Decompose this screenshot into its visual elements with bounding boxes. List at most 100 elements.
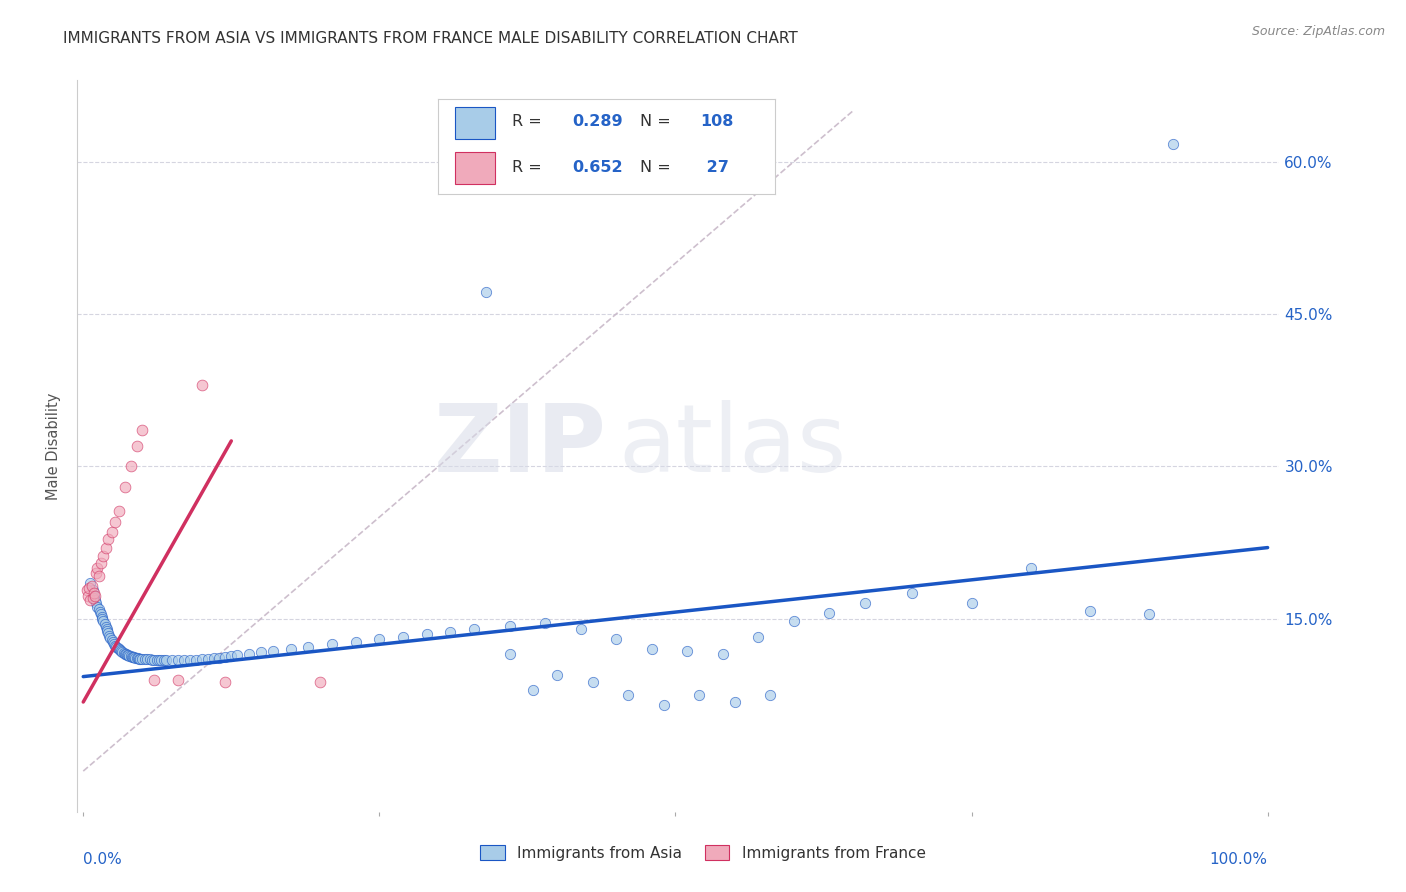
- Point: [97, 533, 120, 547]
- Point: [97, 626, 120, 640]
- Point: [202, 651, 225, 665]
- Point: [96, 622, 118, 636]
- Point: [127, 651, 149, 665]
- Point: [167, 653, 190, 667]
- Y-axis label: Male Disability: Male Disability: [46, 392, 62, 500]
- Point: [94, 541, 117, 555]
- Point: [125, 651, 148, 665]
- Point: [250, 645, 273, 659]
- Point: [160, 653, 183, 667]
- Point: [221, 649, 243, 664]
- Point: [90, 607, 112, 621]
- Point: [84, 593, 107, 607]
- Point: [475, 285, 498, 299]
- Point: [107, 642, 129, 657]
- Point: [122, 650, 145, 665]
- Point: [125, 439, 148, 453]
- Point: [115, 648, 138, 663]
- Point: [262, 644, 284, 658]
- Point: [90, 556, 112, 570]
- Point: [84, 597, 107, 611]
- Point: [100, 525, 122, 540]
- Point: [108, 643, 131, 657]
- Point: [104, 515, 127, 529]
- Point: [214, 650, 236, 665]
- Point: [711, 647, 734, 661]
- Point: [569, 622, 592, 636]
- Point: [197, 652, 219, 666]
- Point: [80, 579, 103, 593]
- Point: [120, 459, 142, 474]
- Point: [368, 632, 391, 646]
- Point: [226, 648, 249, 663]
- Point: [605, 632, 627, 646]
- Point: [309, 674, 332, 689]
- Point: [118, 649, 141, 664]
- Point: [1161, 137, 1184, 152]
- Point: [214, 674, 236, 689]
- Text: atlas: atlas: [619, 400, 846, 492]
- Text: ZIP: ZIP: [433, 400, 606, 492]
- Point: [141, 653, 163, 667]
- Point: [98, 629, 121, 643]
- Point: [321, 637, 343, 651]
- Point: [150, 653, 173, 667]
- Point: [86, 561, 108, 575]
- Point: [76, 583, 98, 598]
- Point: [238, 647, 260, 661]
- Point: [581, 674, 603, 689]
- Point: [1137, 607, 1160, 621]
- Point: [901, 586, 924, 600]
- Point: [104, 639, 127, 653]
- Point: [83, 586, 105, 600]
- Text: 100.0%: 100.0%: [1209, 852, 1268, 867]
- Point: [522, 682, 544, 697]
- Point: [960, 597, 983, 611]
- Point: [128, 652, 150, 666]
- Point: [152, 653, 174, 667]
- Point: [103, 637, 125, 651]
- Point: [111, 645, 134, 659]
- Text: Source: ZipAtlas.com: Source: ZipAtlas.com: [1251, 25, 1385, 38]
- Point: [534, 615, 557, 630]
- Point: [100, 631, 122, 645]
- Point: [112, 646, 135, 660]
- Point: [208, 651, 231, 665]
- Point: [184, 653, 207, 667]
- Point: [415, 627, 437, 641]
- Point: [136, 652, 159, 666]
- Point: [148, 653, 170, 667]
- Point: [96, 624, 118, 638]
- Point: [94, 620, 117, 634]
- Point: [297, 640, 319, 655]
- Point: [86, 599, 108, 614]
- Point: [439, 624, 461, 639]
- Point: [131, 652, 153, 666]
- Point: [91, 609, 114, 624]
- Point: [124, 651, 146, 665]
- Point: [107, 504, 129, 518]
- Point: [853, 597, 876, 611]
- Point: [392, 630, 415, 644]
- Point: [818, 606, 841, 620]
- Point: [190, 652, 212, 666]
- Point: [121, 650, 143, 665]
- Point: [143, 673, 166, 687]
- Point: [100, 633, 122, 648]
- Point: [759, 688, 782, 702]
- Point: [344, 635, 367, 649]
- Text: 0.0%: 0.0%: [83, 852, 122, 867]
- Point: [498, 619, 520, 633]
- Point: [129, 652, 152, 666]
- Point: [110, 644, 132, 658]
- Point: [93, 614, 115, 628]
- Point: [84, 590, 107, 604]
- Point: [117, 648, 139, 663]
- Point: [1019, 561, 1042, 575]
- Point: [114, 480, 136, 494]
- Point: [79, 593, 101, 607]
- Point: [179, 653, 201, 667]
- Point: [89, 605, 111, 619]
- Point: [747, 630, 769, 644]
- Point: [652, 698, 675, 712]
